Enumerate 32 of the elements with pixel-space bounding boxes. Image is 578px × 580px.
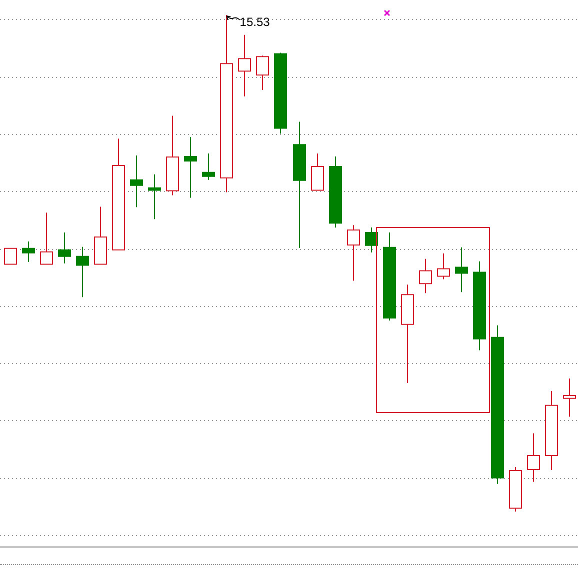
candlestick <box>256 55 269 90</box>
candlestick <box>4 248 17 265</box>
candlestick <box>383 232 396 321</box>
candlestick <box>545 390 558 470</box>
candlestick <box>293 121 306 248</box>
candlestick <box>401 284 414 384</box>
candlestick <box>527 432 540 482</box>
candlestick <box>76 246 89 298</box>
candlestick <box>184 136 197 198</box>
candlestick <box>148 174 161 220</box>
candlestick <box>347 224 360 282</box>
candlestick <box>58 232 71 264</box>
annotation: 15.53 <box>240 14 270 29</box>
candlestick <box>329 156 342 228</box>
candlestick <box>94 206 107 265</box>
candlestick <box>40 212 53 265</box>
candlestick <box>491 324 504 484</box>
candlestick <box>437 252 450 280</box>
candlestick <box>22 240 35 262</box>
candlestick <box>455 246 468 293</box>
candlestick <box>311 153 324 191</box>
candlestick <box>130 155 143 208</box>
candlestick <box>166 115 179 196</box>
candlestick <box>419 258 432 294</box>
candlestick <box>112 138 125 250</box>
candlestick <box>238 34 251 97</box>
candlestick <box>202 153 215 180</box>
candlestick <box>274 52 287 134</box>
candlestick <box>220 14 233 193</box>
candlestick <box>509 466 522 512</box>
candlestick <box>365 227 378 253</box>
candlestick <box>473 260 486 351</box>
